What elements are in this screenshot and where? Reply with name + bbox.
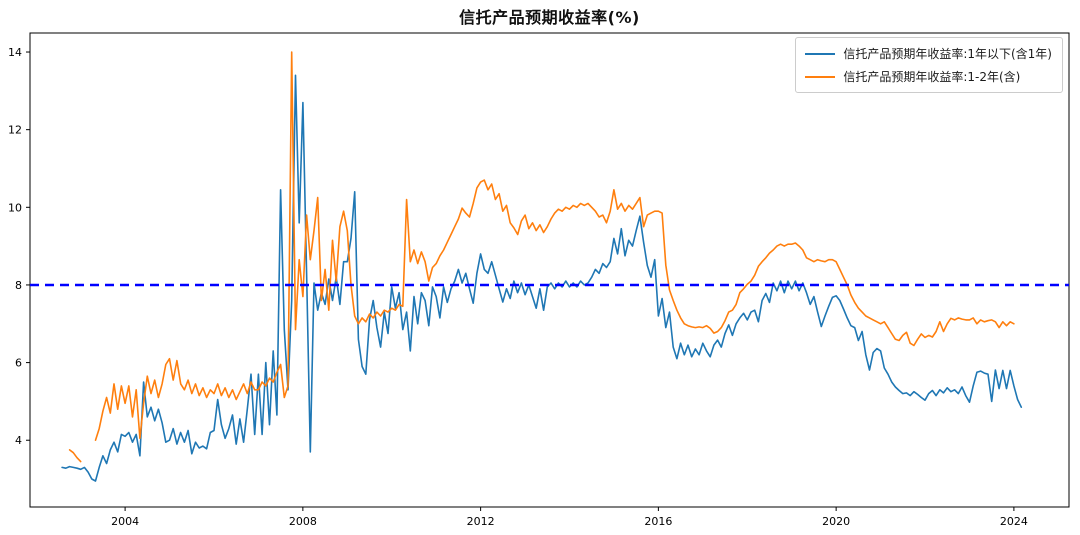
x-tick-label: 2020 [822,515,850,528]
y-tick-label: 14 [8,46,22,59]
legend-line-swatch-under-1y [805,52,836,55]
y-tick-label: 8 [15,279,22,292]
series-line-1-2y [68,449,82,463]
y-tick-label: 6 [15,357,22,370]
x-tick-label: 2008 [289,515,317,528]
x-tick-label: 2004 [111,515,139,528]
legend-line-swatch-1-2y [805,75,836,78]
y-tick-label: 12 [8,124,22,137]
legend-label-1-2y: 信托产品预期年收益率:1-2年(含) [843,70,1021,84]
legend: 信托产品预期年收益率:1年以下(含1年) 信托产品预期年收益率:1-2年(含) [795,37,1063,93]
x-tick-label: 2024 [1000,515,1028,528]
series-line-under-1y [61,74,1023,482]
y-tick-label: 10 [8,201,22,214]
legend-label-under-1y: 信托产品预期年收益率:1年以下(含1年) [843,47,1052,61]
legend-item: 信托产品预期年收益率:1年以下(含1年) [805,45,1052,62]
y-tick-label: 4 [15,434,22,447]
x-tick-label: 2012 [467,515,495,528]
plot-border [29,32,1070,508]
x-tick-label: 2016 [644,515,672,528]
chart-title: 信托产品预期收益率(%) [459,8,640,27]
legend-item: 信托产品预期年收益率:1-2年(含) [805,68,1052,85]
series-line-1-2y [94,51,1015,442]
